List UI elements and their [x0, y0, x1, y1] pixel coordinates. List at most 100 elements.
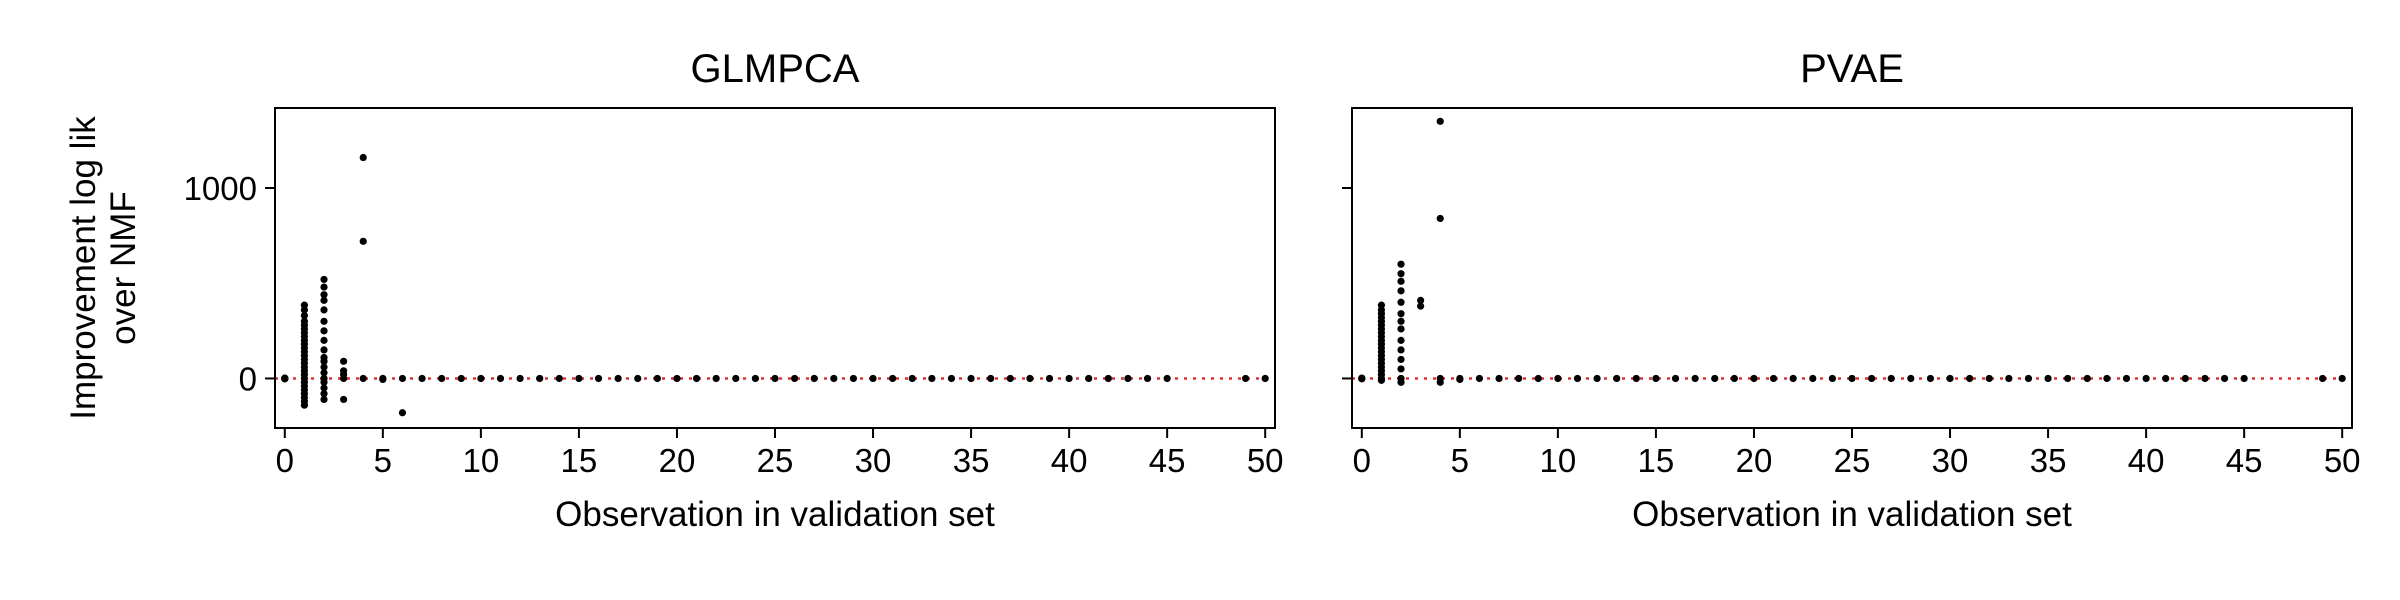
- data-point: [1671, 374, 1680, 383]
- data-point: [477, 374, 485, 383]
- data-point: [438, 374, 446, 383]
- data-point: [1417, 302, 1425, 310]
- data-point: [1397, 270, 1405, 278]
- panel-glmpca: GLMPCA 0 5 10 15 20 25 30 35 40 45 50 0 1000 Observati…: [64, 47, 1284, 534]
- data-point: [1241, 374, 1250, 383]
- data-point: [1750, 374, 1758, 383]
- y-axis-label-line: over NMF: [104, 191, 143, 345]
- data-point: [281, 375, 289, 383]
- data-point: [1769, 374, 1778, 383]
- data-point: [987, 374, 995, 383]
- data-point: [869, 374, 877, 383]
- data-point: [1711, 374, 1719, 383]
- data-point: [340, 395, 348, 404]
- data-point: [359, 374, 367, 383]
- data-point: [810, 374, 818, 383]
- data-point: [1397, 374, 1405, 383]
- data-point: [732, 374, 740, 383]
- y-axis-label: Improvement log likover NMF: [64, 116, 143, 420]
- data-point: [2201, 374, 2209, 383]
- x-tick-label: 30: [855, 442, 892, 479]
- data-point: [2044, 374, 2052, 383]
- data-point: [1926, 374, 1935, 383]
- data-point: [1006, 374, 1014, 383]
- data-point: [1436, 214, 1444, 223]
- x-tick-label: 35: [953, 442, 990, 479]
- data-point: [967, 374, 975, 383]
- data-point: [320, 306, 328, 314]
- data-point: [594, 374, 603, 383]
- x-tick-label: 20: [1736, 442, 1773, 479]
- data-point: [1397, 336, 1405, 344]
- data-point: [320, 275, 328, 284]
- data-point: [1966, 374, 1974, 383]
- data-point: [1534, 374, 1542, 383]
- x-axis-label: Observation in validation set: [555, 495, 995, 534]
- data-point: [320, 346, 328, 354]
- data-point: [2162, 374, 2170, 383]
- data-point: [1848, 374, 1856, 383]
- data-point: [320, 384, 328, 392]
- data-point: [320, 369, 328, 377]
- data-point: [1515, 374, 1523, 383]
- x-tick-label: 5: [1451, 442, 1469, 479]
- data-point: [1377, 301, 1386, 309]
- x-tick-label: 20: [659, 442, 696, 479]
- data-point: [692, 374, 701, 383]
- x-tick-label: 10: [1540, 442, 1577, 479]
- data-point: [300, 312, 309, 320]
- chart-title: PVAE: [1800, 47, 1904, 91]
- data-point: [536, 374, 544, 383]
- data-point: [1495, 374, 1503, 383]
- chart-title: GLMPCA: [691, 47, 860, 91]
- data-point: [1026, 374, 1034, 383]
- data-point: [320, 336, 328, 344]
- data-point: [1809, 374, 1817, 383]
- data-point: [398, 409, 407, 417]
- data-point: [1143, 374, 1152, 383]
- data-point: [1691, 374, 1699, 383]
- data-point: [1045, 374, 1054, 383]
- x-tick-label: 40: [2128, 442, 2165, 479]
- data-point: [2024, 374, 2033, 383]
- x-tick-label: 50: [1247, 442, 1284, 479]
- data-point: [1887, 374, 1895, 383]
- data-point: [1632, 374, 1640, 383]
- data-point: [1397, 287, 1405, 295]
- data-point: [379, 375, 387, 384]
- x-tick-label: 25: [1834, 442, 1871, 479]
- data-point: [712, 374, 720, 383]
- data-point: [320, 374, 328, 383]
- data-point: [1397, 310, 1405, 318]
- data-point: [1436, 374, 1444, 383]
- data-point: [1475, 374, 1484, 383]
- data-point: [1573, 374, 1582, 383]
- y-tick-label: 1000: [184, 170, 257, 207]
- data-point: [751, 374, 759, 383]
- x-tick-label: 5: [374, 442, 392, 479]
- data-point: [771, 374, 779, 383]
- data-point: [300, 301, 309, 309]
- data-point: [398, 374, 407, 383]
- data-point: [1104, 374, 1112, 383]
- data-point: [830, 374, 838, 383]
- data-point: [849, 374, 858, 383]
- data-point: [2220, 374, 2229, 383]
- data-point: [1397, 325, 1405, 333]
- data-point: [1789, 374, 1797, 383]
- data-point: [1397, 317, 1405, 325]
- data-point: [359, 153, 367, 162]
- data-point: [1613, 374, 1621, 383]
- data-point: [1730, 374, 1738, 383]
- data-point: [1358, 375, 1366, 383]
- data-point: [791, 374, 799, 383]
- data-point: [2181, 374, 2189, 383]
- x-axis-label: Observation in validation set: [1632, 495, 2072, 534]
- panel-pvae: PVAE 0 5 10 15 20 25 30 35 40 45 50 Observation in v…: [1342, 47, 2361, 534]
- data-point: [320, 317, 328, 325]
- data-point: [928, 374, 936, 383]
- y-tick-label: 0: [239, 360, 257, 397]
- data-point: [1163, 374, 1171, 383]
- data-point: [320, 353, 328, 362]
